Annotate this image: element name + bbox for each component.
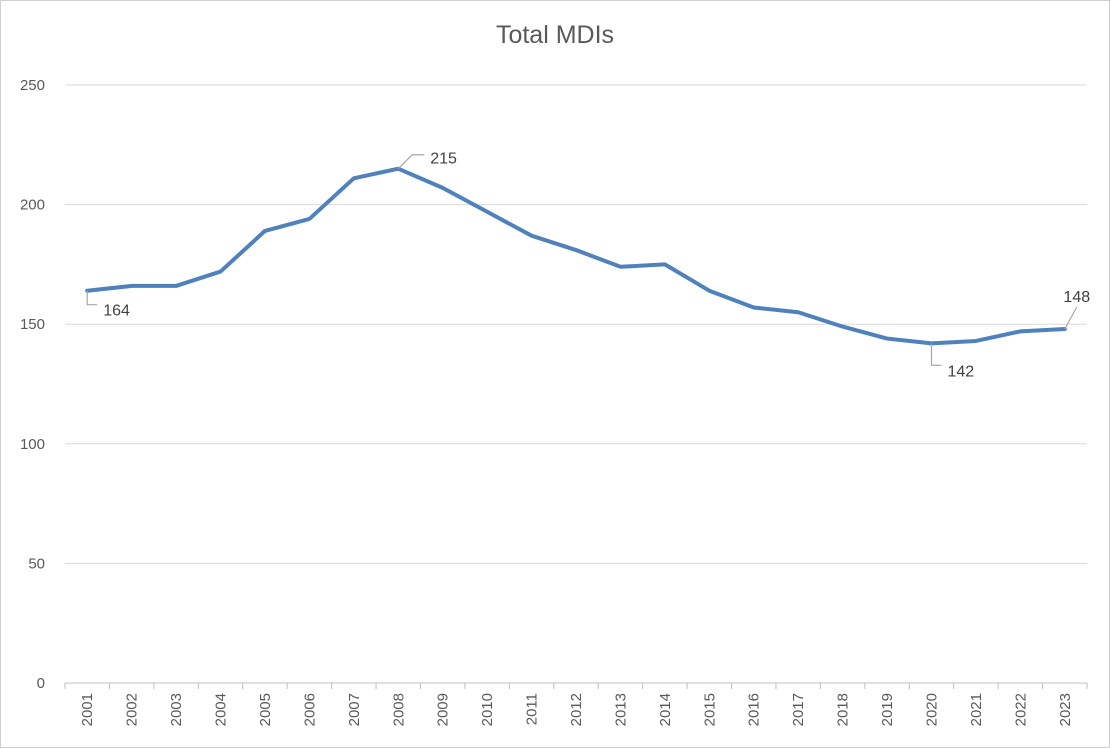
x-tick-label: 2015 [701,693,718,726]
y-tick-label: 200 [20,197,45,214]
x-tick-label: 2012 [568,693,585,726]
data-label-leader-line [1064,306,1078,330]
x-axis-ticks: 2001 2002 2003 2004 2005 2006 2007 2008 2009 2010… [64,683,1088,726]
x-tick-label: 2010 [479,693,496,726]
x-tick-label: 2018 [835,693,852,726]
x-tick-label: 2014 [657,693,674,726]
data-label-leader-line [930,343,942,366]
data-labels: 164 215 142 148 [86,151,1090,380]
x-tick-label: 2004 [213,693,230,726]
x-tick-label: 2003 [168,693,185,726]
x-tick-label: 2017 [790,693,807,726]
x-tick-label: 2007 [346,693,363,726]
chart-title: Total MDIs [496,21,614,49]
x-tick-label: 2001 [79,693,96,726]
x-tick-label: 2008 [390,693,407,726]
data-label: 148 [1063,289,1090,306]
x-tick-label: 2022 [1012,693,1029,726]
x-tick-label: 2023 [1057,693,1074,726]
x-tick-label: 2002 [124,693,141,726]
x-tick-label: 2013 [612,693,629,726]
gridlines [65,84,1087,684]
y-tick-label: 100 [20,436,45,453]
data-label: 215 [430,151,457,168]
x-tick-label: 2009 [435,693,452,726]
x-tick-label: 2011 [524,693,541,725]
data-label: 142 [947,363,974,380]
x-tick-label: 2020 [923,693,940,726]
data-label-leader-line [397,154,425,170]
y-tick-label: 250 [20,77,45,94]
y-tick-label: 0 [37,675,45,692]
y-tick-label: 150 [20,316,45,333]
x-tick-label: 2006 [301,693,318,726]
series-line [85,166,1067,346]
data-label: 164 [103,303,130,320]
x-tick-label: 2021 [968,693,985,726]
series-lines [85,166,1067,346]
y-tick-label: 50 [28,555,45,572]
y-axis-ticks: 0 50 100 150 200 250 [20,77,45,692]
x-tick-label: 2016 [746,693,763,726]
x-tick-label: 2005 [257,693,274,726]
data-label-leader-line [86,290,98,306]
x-tick-label: 2019 [879,693,896,726]
